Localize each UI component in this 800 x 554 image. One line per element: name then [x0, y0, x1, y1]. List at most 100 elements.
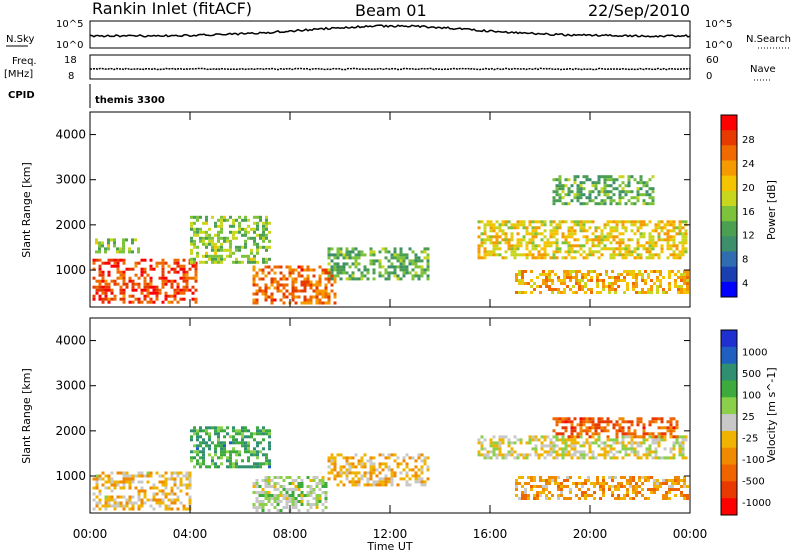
heatmap-cell [539, 494, 542, 497]
heatmap-cell [265, 429, 268, 433]
heatmap-cell [411, 268, 415, 272]
heatmap-cell [569, 476, 572, 479]
heatmap-cell [533, 494, 536, 497]
heatmap-cell [279, 298, 283, 302]
date-title: 22/Sep/2010 [588, 1, 690, 20]
heatmap-cell [668, 276, 671, 279]
heatmap-cell [579, 444, 583, 448]
heatmap-cell [603, 244, 607, 248]
heatmap-cell [247, 444, 250, 448]
heatmap-cell [393, 274, 397, 278]
heatmap-cell [351, 480, 355, 484]
heatmap-cell [369, 474, 373, 478]
heatmap-cell [597, 181, 601, 185]
heatmap-cell [220, 447, 223, 451]
heatmap-cell [573, 181, 577, 185]
heatmap-cell [270, 503, 274, 506]
heatmap-cell [324, 283, 328, 287]
heatmap-cell [630, 438, 634, 442]
heatmap-cell [122, 282, 126, 286]
heatmap-cell [603, 199, 607, 203]
heatmap-cell [261, 491, 265, 494]
heatmap-cell [498, 450, 502, 454]
heatmap-cell [582, 429, 586, 433]
heatmap-cell [140, 270, 144, 274]
heatmap-cell [545, 488, 548, 491]
heatmap-cell [552, 456, 556, 460]
heatmap-cell [205, 254, 208, 258]
heatmap-cell [327, 459, 331, 463]
heatmap-cell [686, 285, 689, 288]
heatmap-cell [306, 485, 310, 488]
heatmap-cell [579, 193, 583, 197]
heatmap-cell [627, 420, 631, 424]
heatmap-cell [552, 441, 556, 445]
heatmap-cell [423, 247, 427, 251]
heatmap-cell [564, 417, 568, 421]
heatmap-cell [602, 488, 605, 491]
heatmap-cell [309, 286, 313, 290]
heatmap-cell [193, 260, 196, 264]
heatmap-cell [122, 247, 125, 251]
heatmap-cell [510, 238, 514, 242]
heatmap-cell [480, 220, 484, 224]
heatmap-cell [615, 220, 619, 224]
heatmap-cell [333, 277, 337, 281]
heatmap-cell [327, 253, 331, 257]
heatmap-cell [137, 261, 141, 265]
heatmap-cell [561, 256, 565, 260]
heatmap-cell [615, 241, 619, 245]
heatmap-cell [155, 498, 159, 502]
colorbar-tick-label: 20 [742, 183, 755, 194]
heatmap-cell [357, 471, 361, 475]
heatmap-cell [686, 494, 689, 497]
heatmap-cell [173, 258, 177, 262]
heatmap-cell [611, 494, 614, 497]
heatmap-cell [554, 479, 557, 482]
heatmap-cell [552, 447, 556, 451]
heatmap-cell [220, 453, 223, 457]
heatmap-cell [567, 202, 571, 206]
heatmap-cell [624, 220, 628, 224]
heatmap-cell [342, 471, 346, 475]
heatmap-cell [264, 292, 268, 296]
heatmap-cell [122, 258, 126, 262]
heatmap-cell [570, 429, 574, 433]
heatmap-cell [581, 279, 584, 282]
heatmap-cell [190, 251, 193, 255]
heatmap-cell [256, 242, 259, 246]
heatmap-cell [176, 474, 180, 478]
heatmap-cell [650, 488, 653, 491]
heatmap-cell [495, 447, 499, 451]
heatmap-cell [354, 256, 358, 260]
heatmap-cell [606, 223, 610, 227]
heatmap-cell [561, 202, 565, 206]
heatmap-cell [563, 288, 566, 291]
heatmap-cell [264, 289, 268, 293]
heatmap-cell [576, 184, 580, 188]
heatmap-cell [531, 229, 535, 233]
heatmap-cell [351, 456, 355, 460]
heatmap-cell [113, 498, 117, 502]
heatmap-cell [546, 241, 550, 245]
heatmap-cell [618, 238, 622, 242]
heatmap-cell [510, 235, 514, 239]
heatmap-cell [384, 465, 388, 469]
heatmap-cell [420, 468, 424, 472]
heatmap-cell [674, 476, 677, 479]
heatmap-cell [564, 429, 568, 433]
heatmap-cell [525, 247, 529, 251]
heatmap-cell [131, 250, 134, 254]
heatmap-cell [501, 223, 505, 227]
heatmap-cell [648, 450, 652, 454]
heatmap-cell [264, 283, 268, 287]
heatmap-cell [241, 260, 244, 264]
heatmap-cell [678, 447, 682, 451]
heatmap-cell [486, 220, 490, 224]
heatmap-cell [636, 456, 640, 460]
heatmap-cell [256, 227, 259, 231]
heatmap-cell [414, 471, 418, 475]
heatmap-cell [125, 501, 129, 505]
heatmap-cell [190, 438, 193, 442]
heatmap-cell [339, 480, 343, 484]
